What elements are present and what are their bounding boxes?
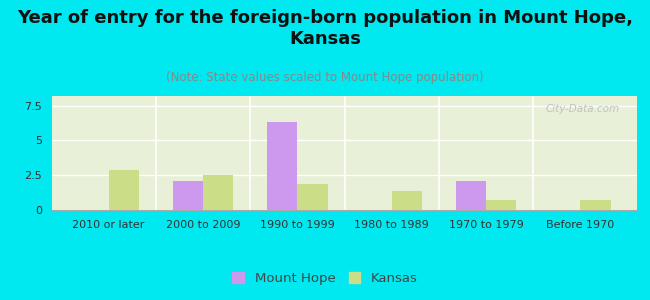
Bar xyxy=(173,181,203,210)
Bar xyxy=(203,175,233,210)
Legend: Mount Hope, Kansas: Mount Hope, Kansas xyxy=(227,267,423,290)
Bar xyxy=(297,184,328,210)
Text: City-Data.com: City-Data.com xyxy=(545,104,619,114)
Bar xyxy=(392,190,422,210)
Bar xyxy=(486,200,516,210)
Text: (Note: State values scaled to Mount Hope population): (Note: State values scaled to Mount Hope… xyxy=(166,71,484,84)
Bar xyxy=(580,200,610,210)
Text: Year of entry for the foreign-born population in Mount Hope,
Kansas: Year of entry for the foreign-born popul… xyxy=(17,9,633,48)
Bar xyxy=(267,122,297,210)
Bar xyxy=(456,181,486,210)
Bar xyxy=(109,170,139,210)
